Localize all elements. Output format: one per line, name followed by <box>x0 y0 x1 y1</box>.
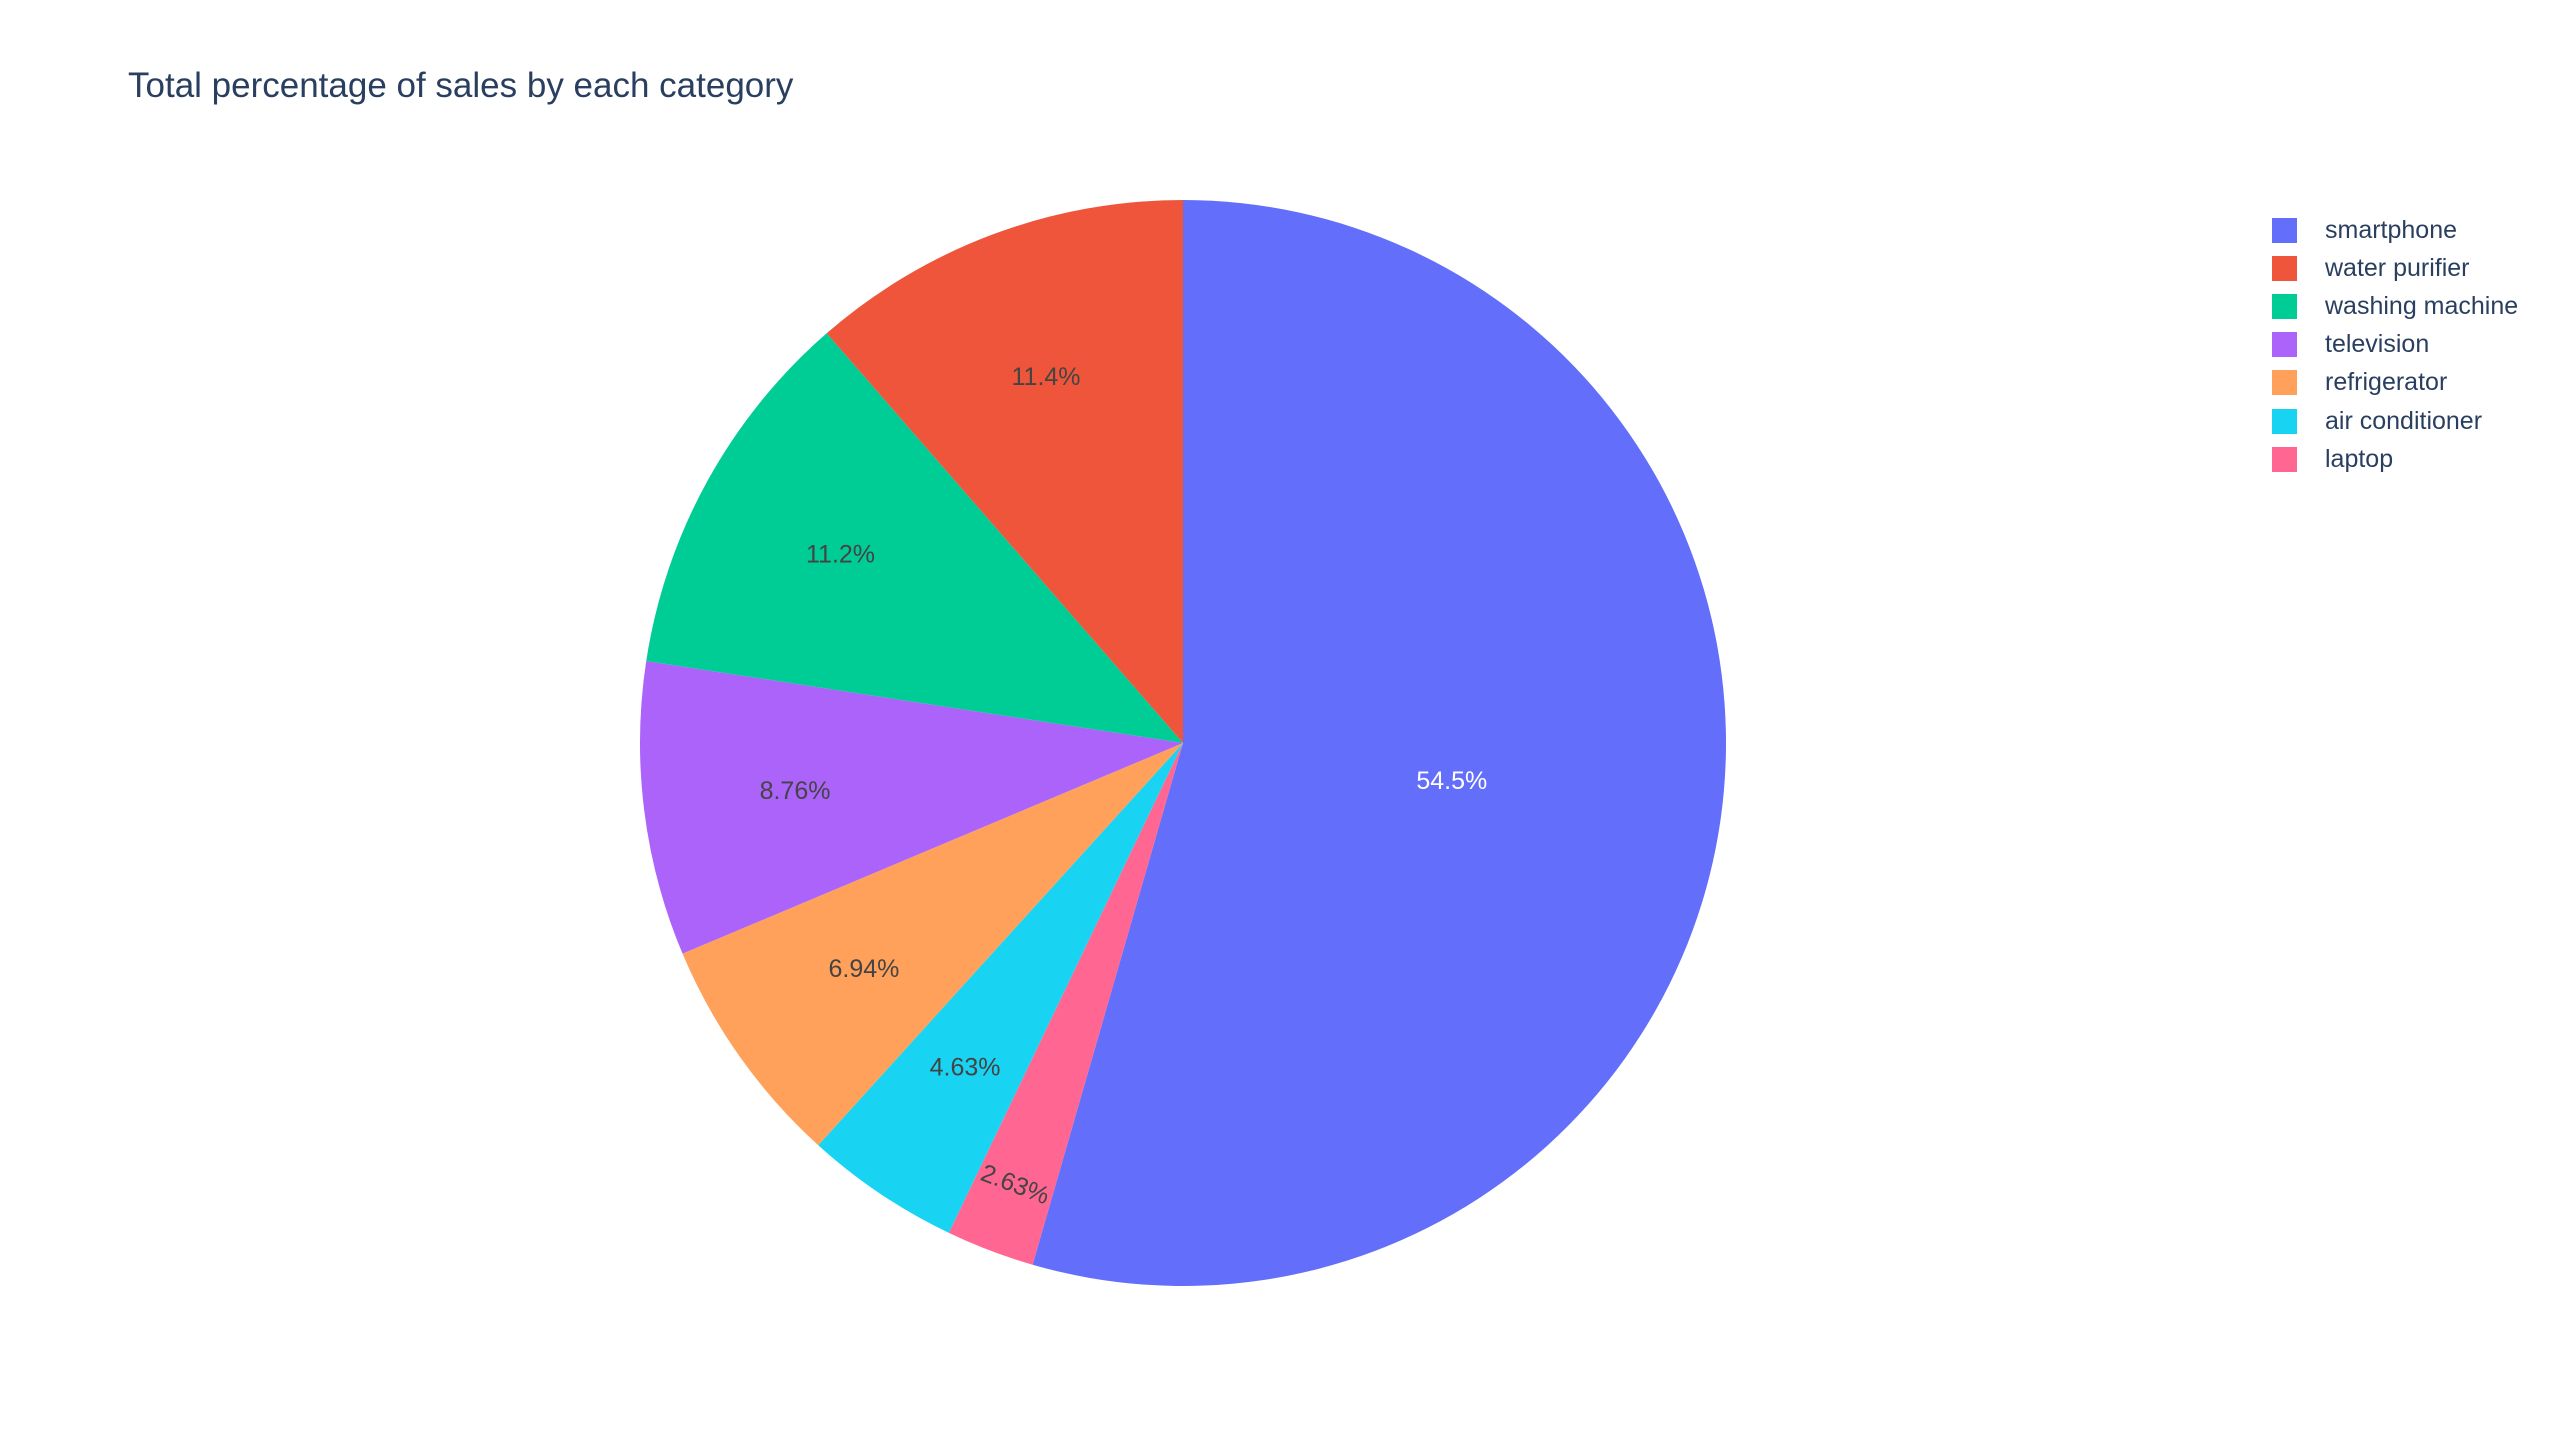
legend-label: washing machine <box>2325 291 2519 320</box>
legend-swatch <box>2272 370 2297 396</box>
legend-swatch <box>2272 446 2297 472</box>
legend-label: laptop <box>2325 444 2394 473</box>
pie-slice-television[interactable] <box>639 660 1183 954</box>
legend-label: water purifier <box>2325 253 2470 282</box>
pie-slices <box>639 200 1726 1286</box>
legend-swatch <box>2272 293 2297 319</box>
legend-label: smartphone <box>2325 215 2458 244</box>
legend-swatch <box>2272 255 2297 281</box>
legend-label: air conditioner <box>2325 406 2483 435</box>
slice-label-refrigerator: 6.94% <box>829 955 900 983</box>
pie-slice-water-purifier[interactable] <box>826 200 1183 743</box>
legend-label: refrigerator <box>2325 368 2448 397</box>
legend-label: television <box>2325 330 2430 359</box>
legend-item-air-conditioner[interactable]: air conditioner <box>2272 402 2518 440</box>
legend-item-water-purifier[interactable]: water purifier <box>2272 249 2518 287</box>
slice-label-washing-machine: 11.2% <box>806 540 875 568</box>
slice-label-air-conditioner: 4.63% <box>930 1054 1001 1082</box>
pie-slice-laptop[interactable] <box>948 743 1183 1265</box>
legend-item-television[interactable]: television <box>2272 326 2518 364</box>
pie-slice-refrigerator[interactable] <box>682 743 1183 1146</box>
chart-title: Total percentage of sales by each catego… <box>128 66 794 105</box>
legend-swatch <box>2272 217 2297 243</box>
pie-slice-air-conditioner[interactable] <box>818 743 1183 1233</box>
legend-swatch <box>2272 408 2297 434</box>
legend: smartphone water purifier washing machine t… <box>2272 211 2518 478</box>
pie-labels: 54.5%2.63%4.63%6.94%8.76%11.2%11.4% <box>760 363 1488 1210</box>
legend-item-smartphone[interactable]: smartphone <box>2272 211 2518 249</box>
legend-item-refrigerator[interactable]: refrigerator <box>2272 364 2518 402</box>
legend-item-laptop[interactable]: laptop <box>2272 440 2518 478</box>
slice-label-television: 8.76% <box>760 777 831 805</box>
pie-slice-washing-machine[interactable] <box>646 333 1183 743</box>
slice-label-smartphone: 54.5% <box>1416 767 1487 795</box>
slice-label-water-purifier: 11.4% <box>1012 363 1081 391</box>
legend-item-washing-machine[interactable]: washing machine <box>2272 287 2518 325</box>
pie-slice-smartphone[interactable] <box>1032 200 1726 1286</box>
legend-swatch <box>2272 332 2297 358</box>
